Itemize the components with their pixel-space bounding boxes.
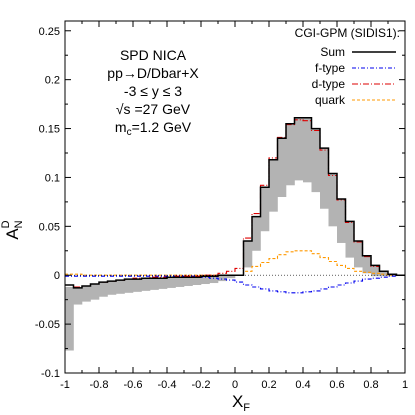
band-bin <box>269 159 278 212</box>
legend-label: d-type <box>312 77 346 91</box>
y-tick-label: 0.05 <box>39 221 60 233</box>
x-tick-label: -0.8 <box>90 379 109 391</box>
x-tick-label: 0.6 <box>329 379 344 391</box>
band-bin <box>99 282 108 297</box>
band-bin <box>82 285 91 302</box>
x-tick-label: 0.2 <box>261 379 276 391</box>
y-tick-label: 0 <box>54 270 60 282</box>
band-bin <box>73 287 83 305</box>
series-line-sum <box>65 117 405 289</box>
band-bin <box>252 216 261 251</box>
band-bin <box>328 173 338 227</box>
annotation-line: √s =27 GeV <box>116 101 191 117</box>
x-tick-label: -1 <box>60 379 70 391</box>
x-tick-label: -0.2 <box>192 379 211 391</box>
axis-ticks: -1 -0.8 -0.6 -0.4 -0.2 0 0.2 0.4 0.6 0.8 1 -0.1 -0.0… <box>35 21 408 391</box>
x-tick-label: 0.4 <box>295 379 310 391</box>
y-tick-label: -0.05 <box>35 319 60 331</box>
x-axis-label: XF <box>232 392 250 414</box>
band-bin <box>320 148 329 209</box>
series-line-d-type <box>65 119 405 288</box>
legend-label: quark <box>315 93 346 107</box>
legend-label: f-type <box>315 61 345 75</box>
annotation-line: pp→D/Dbar+X <box>107 65 199 81</box>
annotation-mass: mc=1.2 GeV <box>115 119 192 138</box>
band-bin <box>65 286 74 351</box>
band-bin <box>124 279 134 293</box>
annotation-line: SPD NICA <box>120 47 187 63</box>
legend-title: CGI-GPM (SIDIS1): <box>295 26 400 40</box>
annotation-block: SPD NICA pp→D/Dbar+X -3 ≤ y ≤ 3 √s =27 G… <box>107 47 199 138</box>
series-line-quark <box>65 250 405 276</box>
band-bin <box>184 277 193 286</box>
band-bin <box>371 265 380 277</box>
band-bin <box>243 241 253 268</box>
band-bin <box>192 277 202 285</box>
band-bin <box>201 276 210 285</box>
band-bin <box>354 241 363 268</box>
band-bin <box>175 277 185 287</box>
y-tick-label: -0.1 <box>41 368 60 380</box>
y-axis-label-sub: N <box>13 220 25 228</box>
band-bin <box>260 187 270 232</box>
x-axis-label-main: X <box>232 392 243 411</box>
svg-text:AND: AND <box>0 220 25 239</box>
y-axis-label-sup: D <box>0 220 12 228</box>
x-tick-label: 1 <box>402 379 408 391</box>
band-bin <box>133 279 142 292</box>
y-tick-label: 0.2 <box>45 75 60 87</box>
y-axis-label: AND <box>0 220 25 239</box>
band-bin <box>277 138 287 197</box>
x-tick-label: 0.8 <box>363 379 378 391</box>
band-bin <box>150 278 159 290</box>
band-bin <box>141 278 151 291</box>
legend: CGI-GPM (SIDIS1): Sum f-type d-type quark <box>295 26 400 107</box>
band-bin <box>167 277 176 288</box>
x-axis-label-sub: F <box>243 402 250 414</box>
band-bin <box>311 128 321 193</box>
band-bin <box>294 117 304 181</box>
x-tick-label: 0 <box>232 379 238 391</box>
y-axis-label-main: A <box>3 228 22 240</box>
legend-label: Sum <box>320 45 345 59</box>
band-bin <box>218 275 227 282</box>
x-tick-label: -0.6 <box>124 379 143 391</box>
x-tick-label: -0.4 <box>158 379 177 391</box>
series-line-f-type <box>65 274 405 294</box>
band-bin <box>362 255 372 274</box>
band-bin <box>226 275 236 279</box>
annotation-line: -3 ≤ y ≤ 3 <box>124 83 182 99</box>
band-bin <box>337 198 346 243</box>
band-bin <box>107 281 117 295</box>
band-bin <box>90 284 100 300</box>
y-tick-label: 0.15 <box>39 124 60 136</box>
y-tick-label: 0.1 <box>45 172 60 184</box>
band-bin <box>345 221 355 258</box>
band-bin <box>158 278 168 289</box>
band-bin <box>303 117 312 183</box>
y-tick-label: 0.25 <box>39 26 60 38</box>
band-bin <box>286 123 295 186</box>
band-bin <box>116 280 125 294</box>
series-lines <box>65 117 405 294</box>
band-bin <box>209 276 219 284</box>
